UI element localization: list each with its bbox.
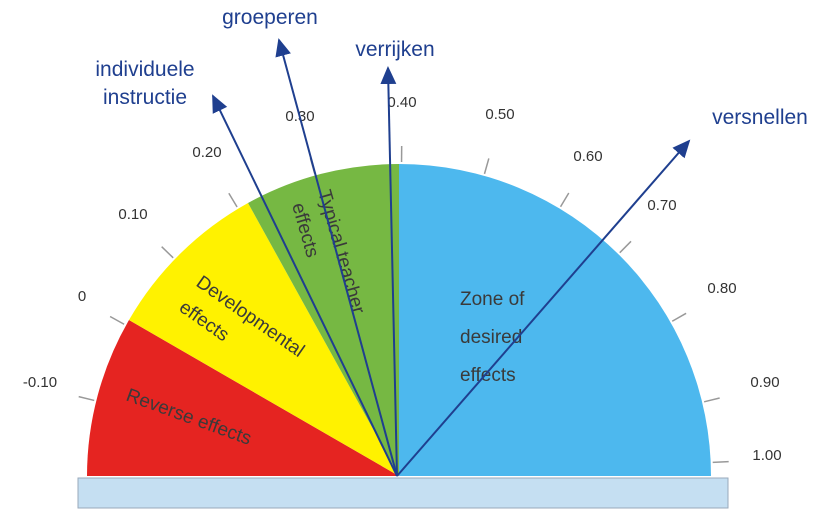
tick-mark	[483, 158, 490, 175]
tick-label: 0	[78, 288, 86, 305]
tick-mark	[703, 397, 720, 403]
ticks: -0.1000.100.200.300.400.500.600.700.800.…	[23, 94, 782, 464]
tick-mark	[78, 395, 95, 402]
tick-mark	[619, 240, 632, 254]
arrow-label: individuele	[95, 58, 194, 81]
typical-zone	[248, 164, 399, 476]
arrow	[380, 66, 398, 477]
tick-label: 0.40	[387, 94, 416, 111]
tick-label: 0.10	[118, 206, 147, 223]
arrow-label: verrijken	[355, 38, 434, 61]
tick-label: 1.00	[752, 447, 781, 464]
tick-label: 0.70	[647, 197, 676, 214]
tick-label: 0.80	[707, 280, 736, 297]
arrow	[275, 38, 398, 477]
tick-mark	[671, 312, 687, 322]
tick-mark	[161, 246, 174, 259]
base	[77, 477, 729, 509]
tick-mark	[712, 460, 729, 464]
arrow-label: instructie	[103, 86, 187, 109]
zone-label: Zone of	[460, 289, 525, 310]
tick-label: 0.20	[192, 144, 221, 161]
tick-label: -0.10	[23, 374, 57, 391]
arrow	[212, 94, 398, 477]
reverse-zone	[87, 320, 399, 476]
arrow-label: groeperen	[222, 6, 318, 29]
developmental-zone	[129, 203, 399, 476]
zone-label: desired	[460, 327, 522, 348]
tick-mark	[228, 192, 238, 208]
tick-mark	[559, 192, 570, 208]
tick-label: 0.50	[485, 106, 514, 123]
zone-label: effects	[460, 365, 516, 386]
arrow-label: versnellen	[712, 106, 808, 129]
arrows	[212, 38, 691, 477]
tick-mark	[109, 315, 125, 325]
tick-label: 0.90	[750, 374, 779, 391]
tick-label: 0.60	[573, 148, 602, 165]
desired-zone	[399, 164, 711, 476]
arrow	[396, 139, 691, 477]
